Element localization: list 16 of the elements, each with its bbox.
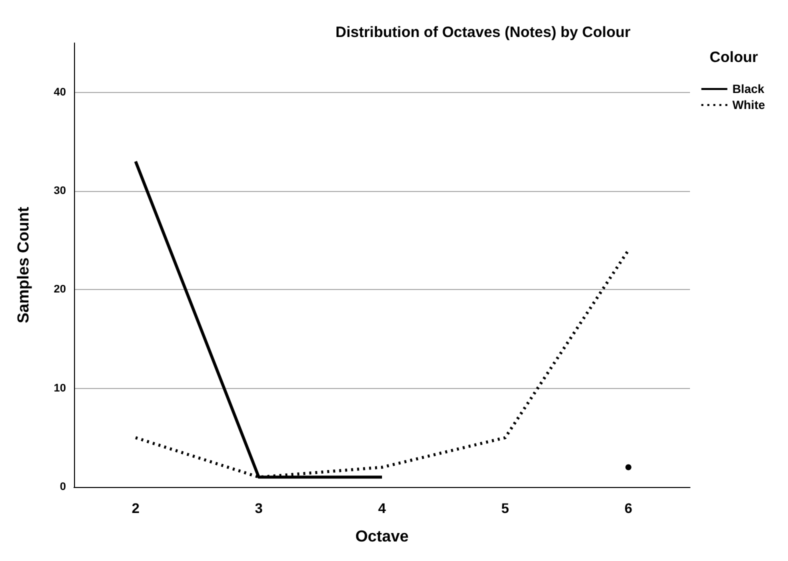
x-tick-label: 4 bbox=[378, 500, 386, 516]
x-tick-label: 5 bbox=[501, 500, 510, 516]
x-tick-label: 3 bbox=[254, 500, 263, 516]
x-tick-label: 6 bbox=[624, 500, 632, 516]
y-tick-label: 40 bbox=[54, 86, 66, 98]
y-tick-label: 30 bbox=[54, 185, 66, 197]
legend-label: White bbox=[732, 98, 766, 112]
chart-title: Distribution of Octaves (Notes) by Colour bbox=[335, 24, 631, 41]
y-axis-title: Samples Count bbox=[16, 206, 32, 324]
legend-title: Colour bbox=[710, 49, 758, 66]
y-tick-label: 20 bbox=[54, 284, 66, 296]
legend-label: Black bbox=[732, 82, 765, 96]
x-tick-label: 2 bbox=[132, 500, 140, 516]
y-tick-label: 0 bbox=[60, 481, 66, 493]
y-tick-label: 10 bbox=[54, 382, 66, 394]
x-axis-title: Octave bbox=[355, 528, 409, 546]
